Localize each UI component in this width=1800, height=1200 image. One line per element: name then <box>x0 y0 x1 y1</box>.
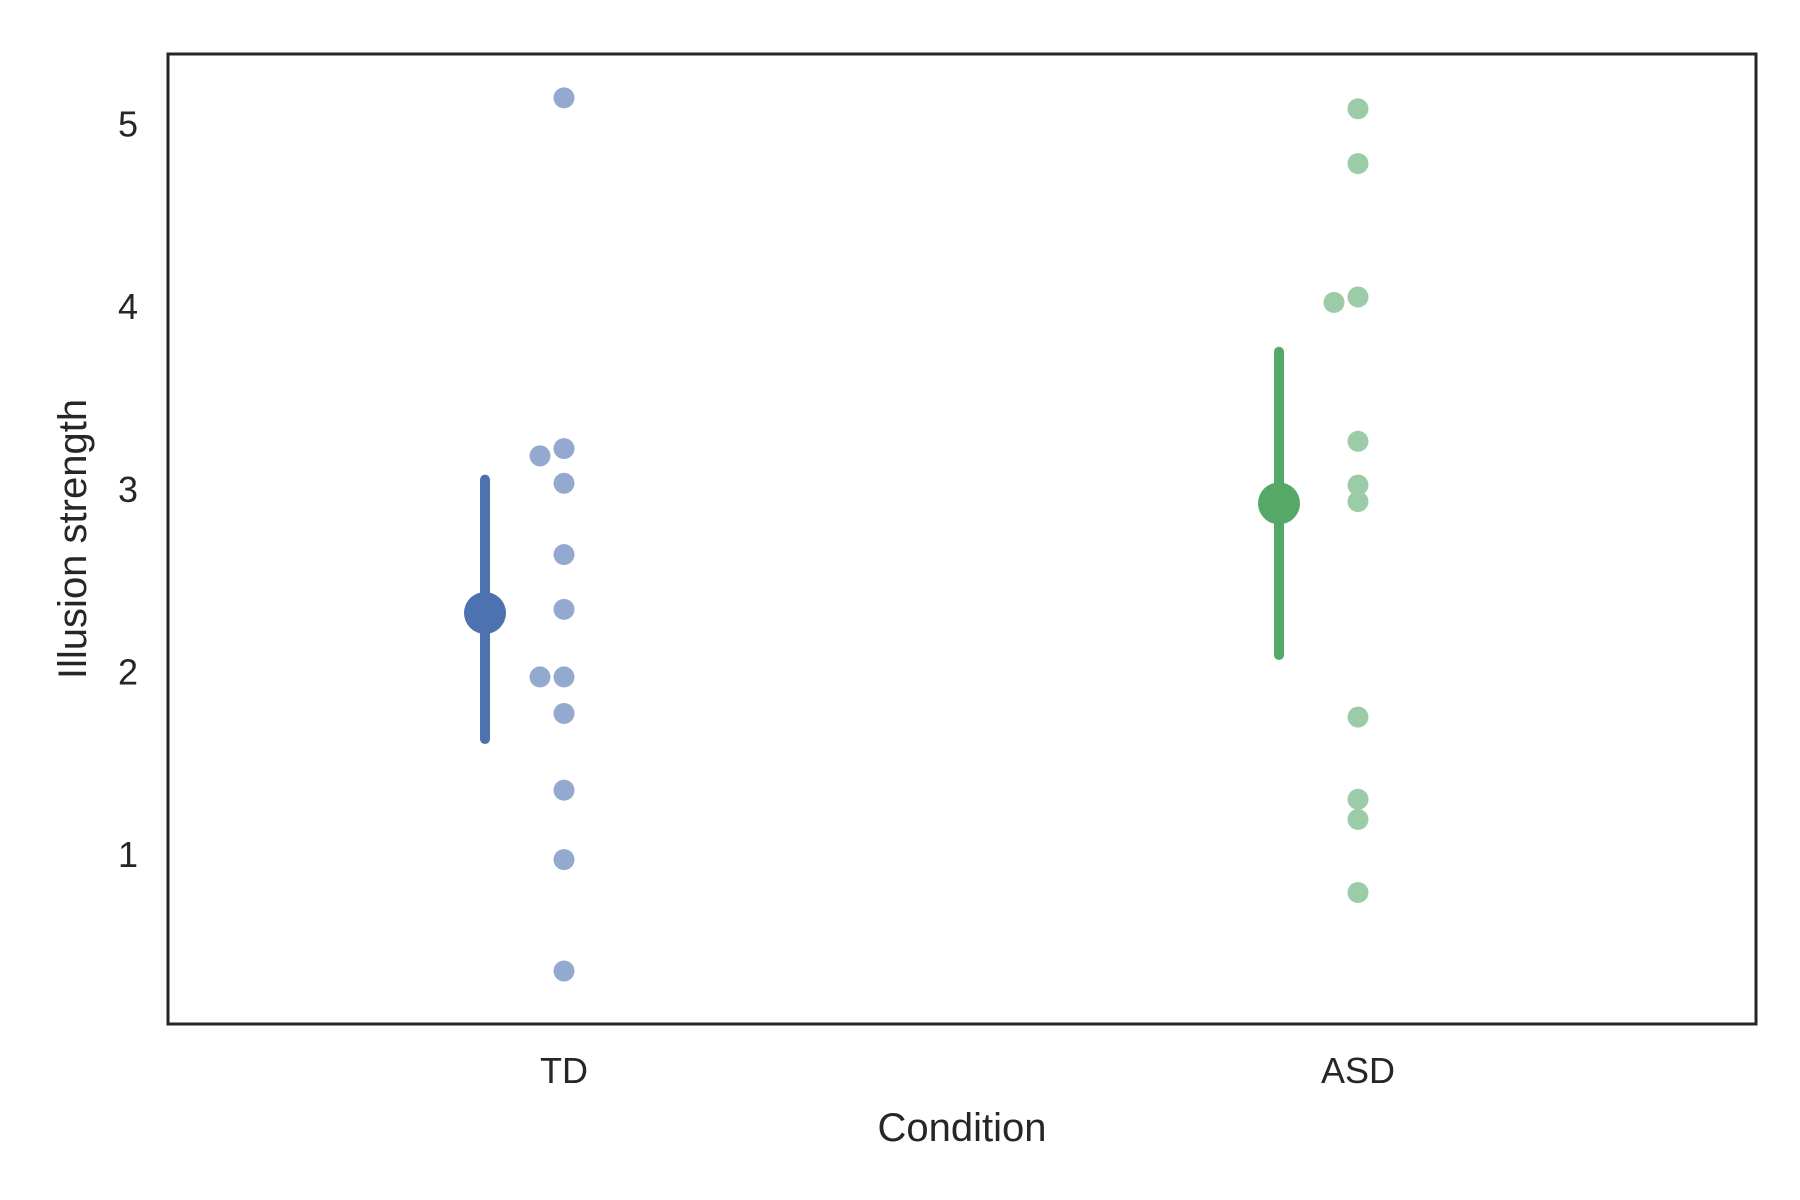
y-axis-ticks: 1 2 3 4 5 <box>118 103 138 875</box>
y-tick-label: 2 <box>118 651 138 692</box>
data-point <box>1347 788 1369 810</box>
data-point <box>553 598 575 620</box>
data-point <box>1347 706 1369 728</box>
data-point <box>1347 286 1369 308</box>
y-tick-label: 4 <box>118 286 138 327</box>
data-point <box>529 666 551 688</box>
data-point <box>553 472 575 494</box>
data-point <box>1347 153 1369 175</box>
mean-point <box>1258 482 1300 525</box>
data-point <box>1347 491 1369 513</box>
data-point <box>553 779 575 801</box>
data-point <box>553 849 575 871</box>
data-point <box>1347 474 1369 496</box>
x-tick-label: ASD <box>1321 1050 1395 1091</box>
x-tick-label: TD <box>540 1050 588 1091</box>
data-point <box>529 445 551 467</box>
data-point <box>553 438 575 460</box>
y-tick-label: 1 <box>118 834 138 875</box>
x-axis-title: Condition <box>877 1106 1046 1150</box>
x-axis-ticks: TD ASD <box>540 1050 1395 1091</box>
data-point <box>1347 881 1369 903</box>
data-point <box>553 87 575 109</box>
mean-point <box>464 591 506 634</box>
data-point <box>1347 808 1369 830</box>
plot-marks <box>464 87 1369 982</box>
y-tick-label: 5 <box>118 103 138 144</box>
data-point <box>1323 291 1345 313</box>
data-point <box>553 960 575 982</box>
data-point <box>553 666 575 688</box>
data-point <box>553 544 575 566</box>
y-axis-title: Illusion strength <box>51 399 95 679</box>
data-point <box>1347 98 1369 120</box>
data-point <box>553 702 575 724</box>
plot-frame <box>166 52 1758 1026</box>
y-tick-label: 3 <box>118 469 138 510</box>
data-point <box>1347 430 1369 452</box>
